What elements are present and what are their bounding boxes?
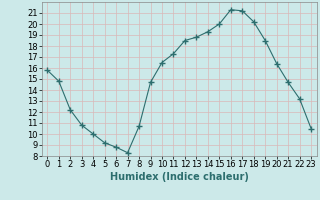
X-axis label: Humidex (Indice chaleur): Humidex (Indice chaleur) <box>110 172 249 182</box>
